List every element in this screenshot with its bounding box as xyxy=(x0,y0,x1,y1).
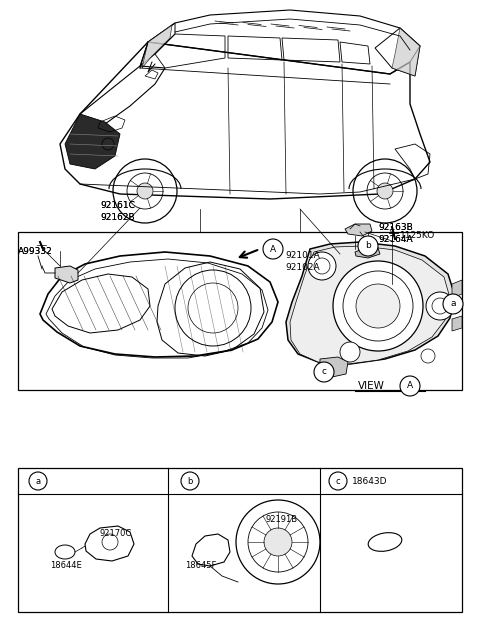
Text: A99332: A99332 xyxy=(18,246,53,255)
Text: b: b xyxy=(365,241,371,250)
Polygon shape xyxy=(55,266,78,283)
Circle shape xyxy=(426,292,454,320)
Text: A: A xyxy=(270,245,276,253)
Text: 92102A: 92102A xyxy=(285,263,320,273)
Text: a: a xyxy=(36,477,41,485)
Text: A: A xyxy=(407,381,413,391)
Polygon shape xyxy=(345,224,372,236)
Text: VIEW: VIEW xyxy=(358,381,385,391)
Polygon shape xyxy=(452,280,462,298)
Text: 92170C: 92170C xyxy=(100,530,132,539)
Text: a: a xyxy=(450,300,456,308)
Circle shape xyxy=(137,183,153,199)
Text: b: b xyxy=(187,477,192,485)
Circle shape xyxy=(314,362,334,382)
Text: 18645F: 18645F xyxy=(185,562,216,570)
Circle shape xyxy=(264,528,292,556)
Polygon shape xyxy=(142,25,172,68)
Circle shape xyxy=(377,183,393,199)
Text: c: c xyxy=(336,477,340,485)
Circle shape xyxy=(29,472,47,490)
Circle shape xyxy=(181,472,199,490)
Polygon shape xyxy=(392,28,420,76)
Circle shape xyxy=(308,252,336,280)
Circle shape xyxy=(400,376,420,396)
Polygon shape xyxy=(320,357,348,377)
Text: 92164A: 92164A xyxy=(378,235,413,245)
Text: 92101A: 92101A xyxy=(285,251,320,260)
Polygon shape xyxy=(355,248,380,258)
Circle shape xyxy=(356,284,400,328)
Text: 92163B: 92163B xyxy=(378,223,413,233)
Circle shape xyxy=(358,236,378,256)
Text: 92162B: 92162B xyxy=(100,213,134,223)
Text: A99332: A99332 xyxy=(18,246,53,255)
Polygon shape xyxy=(65,114,120,169)
Text: 1125KO: 1125KO xyxy=(400,232,435,240)
Polygon shape xyxy=(286,242,455,364)
Circle shape xyxy=(421,349,435,363)
Circle shape xyxy=(329,472,347,490)
Circle shape xyxy=(263,239,283,259)
Text: 92161C: 92161C xyxy=(100,202,135,210)
Circle shape xyxy=(333,261,423,351)
Text: 18644E: 18644E xyxy=(50,562,82,570)
Text: c: c xyxy=(322,368,326,376)
Text: 92164A: 92164A xyxy=(378,235,413,245)
Bar xyxy=(18,468,462,612)
Text: 92161C: 92161C xyxy=(100,202,135,210)
Polygon shape xyxy=(452,316,462,331)
Text: 18643D: 18643D xyxy=(352,477,387,485)
Text: 92163B: 92163B xyxy=(378,223,413,233)
Text: 92191B: 92191B xyxy=(265,515,297,524)
Circle shape xyxy=(443,294,463,314)
Bar xyxy=(18,232,462,390)
Circle shape xyxy=(340,342,360,362)
Polygon shape xyxy=(290,246,450,364)
Text: 92162B: 92162B xyxy=(100,213,134,223)
